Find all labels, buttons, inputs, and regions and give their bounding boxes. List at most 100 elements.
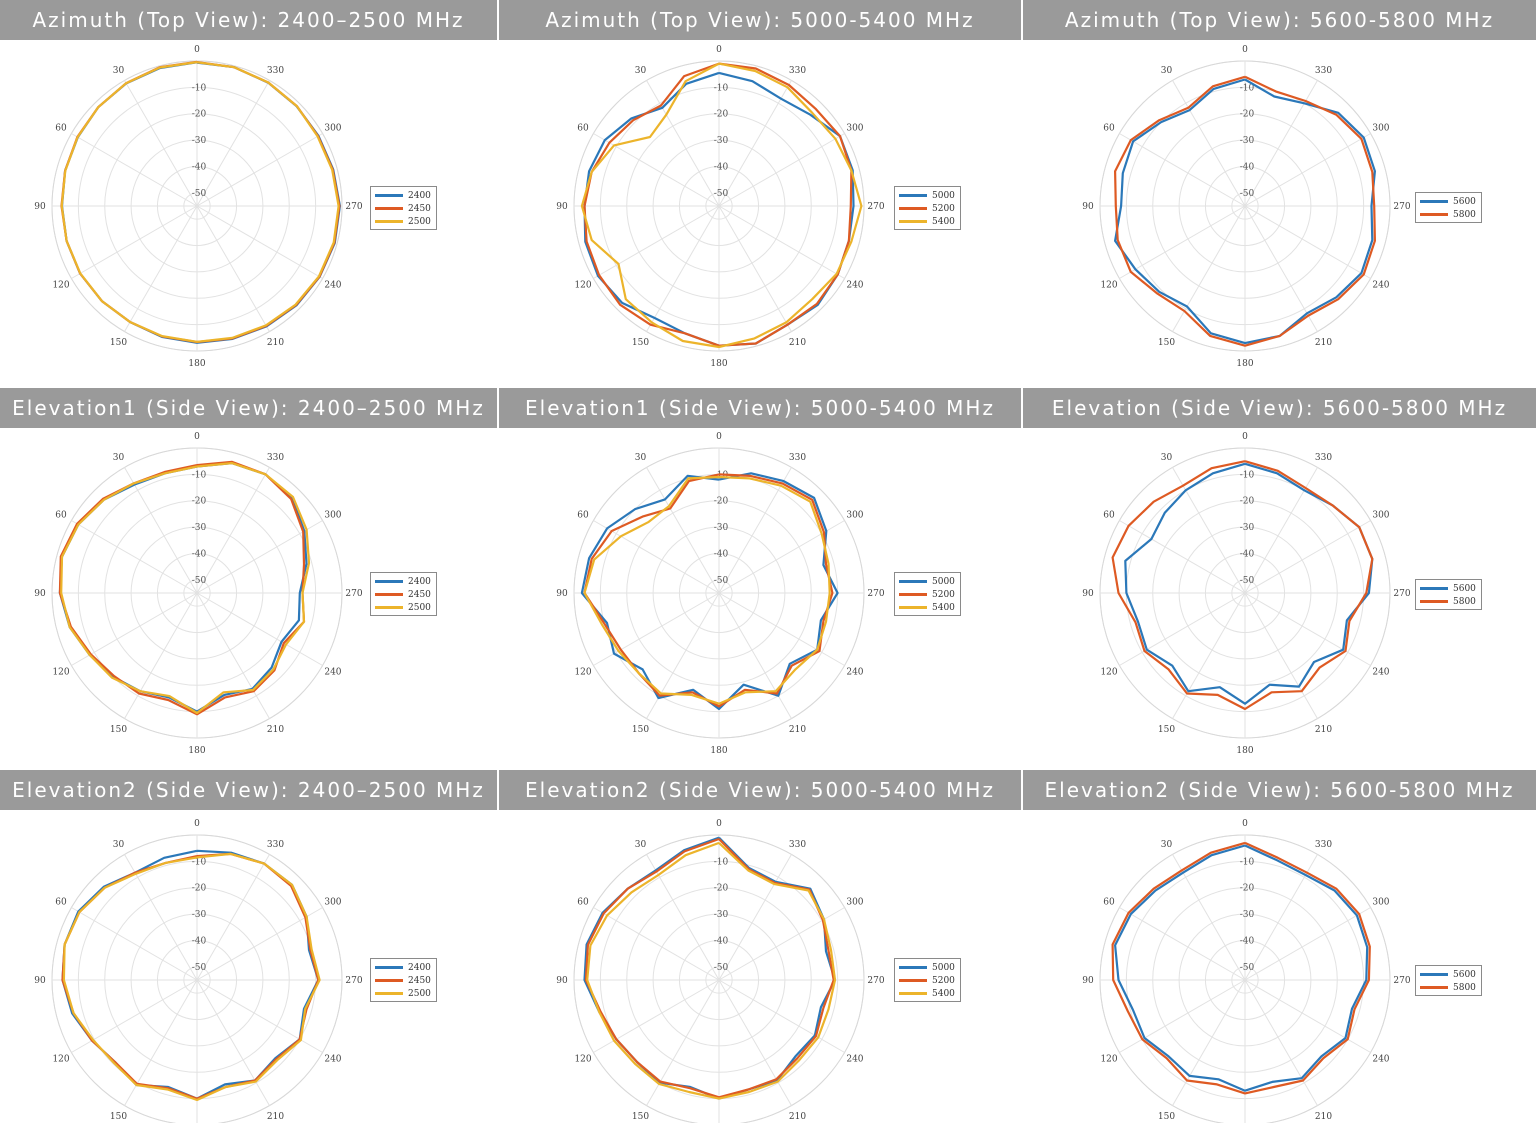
grid-spoke	[71, 592, 198, 666]
radial-tick-label: -50	[714, 963, 729, 973]
angle-tick-label: 0	[1242, 432, 1248, 442]
angle-tick-label: 90	[556, 976, 568, 986]
angle-tick-label: 90	[1082, 589, 1094, 599]
grid-spoke	[1244, 133, 1371, 207]
grid-spoke	[196, 467, 270, 594]
polar-grid	[1099, 447, 1391, 739]
panel-title: Elevation2 (Side View): 5600-5800 MHz	[1023, 770, 1536, 810]
polar-grid	[573, 447, 865, 739]
grid-spoke	[1172, 979, 1246, 1106]
angle-tick-label: 210	[789, 1112, 806, 1122]
legend-label: 5400	[932, 988, 955, 999]
angle-tick-label: 30	[1161, 66, 1173, 76]
grid-spoke	[1172, 854, 1246, 981]
radial-tick-label: -40	[192, 162, 207, 172]
radial-tick-label: -20	[714, 884, 729, 894]
angle-tick-label: 240	[1372, 1055, 1389, 1065]
legend: 5000 5200 5400	[894, 186, 961, 230]
grid-spoke	[1244, 907, 1371, 981]
angle-tick-label: 60	[1103, 124, 1115, 134]
legend-label: 5000	[932, 576, 955, 587]
angle-tick-label: 210	[789, 338, 806, 348]
angle-tick-label: 120	[574, 668, 591, 678]
radial-tick-label: -30	[714, 523, 729, 533]
legend-label: 5400	[932, 602, 955, 613]
series-line-5800	[1111, 460, 1374, 711]
grid-spoke	[718, 979, 792, 1106]
polar-grid	[1099, 60, 1391, 352]
angle-tick-label: 300	[846, 898, 863, 908]
radial-tick-label: -30	[1240, 136, 1255, 146]
radial-tick-label: -20	[192, 497, 207, 507]
grid-spoke	[1244, 205, 1371, 279]
legend-entry: 5000	[899, 575, 955, 588]
angle-tick-label: 120	[1100, 1055, 1117, 1065]
legend-label: 2500	[408, 602, 431, 613]
series-line-5200	[584, 837, 835, 1099]
angle-tick-label: 300	[324, 124, 341, 134]
angle-tick-label: 120	[52, 281, 69, 291]
angle-tick-label: 0	[194, 819, 200, 829]
grid-spoke	[593, 592, 720, 666]
panel-azimuth-2400: Azimuth (Top View): 2400–2500 MHz 0 330 30…	[0, 0, 497, 386]
series-line-5000	[580, 472, 839, 711]
angle-tick-label: 150	[110, 1112, 127, 1122]
legend-swatch	[1420, 973, 1448, 976]
angle-tick-label: 90	[1082, 202, 1094, 212]
angle-tick-label: 150	[110, 338, 127, 348]
grid-spoke	[1244, 979, 1318, 1106]
angle-tick-label: 0	[716, 819, 722, 829]
legend-swatch	[1420, 587, 1448, 590]
angle-tick-label: 300	[846, 124, 863, 134]
angle-tick-label: 210	[1315, 725, 1332, 735]
radial-tick-label: -40	[714, 936, 729, 946]
angle-tick-label: 300	[1372, 124, 1389, 134]
polar-grid	[573, 834, 865, 1123]
grid-spoke	[71, 133, 198, 207]
grid-spoke	[1119, 133, 1246, 207]
legend-label: 5600	[1453, 196, 1476, 207]
legend-entry: 5600	[1420, 195, 1476, 208]
angle-tick-label: 330	[1315, 66, 1332, 76]
angle-tick-label: 240	[846, 668, 863, 678]
legend-swatch	[375, 606, 403, 609]
angle-tick-label: 240	[324, 1055, 341, 1065]
angle-tick-label: 270	[1393, 589, 1410, 599]
radial-tick-label: -10	[714, 83, 729, 93]
angle-tick-label: 90	[34, 589, 46, 599]
angle-tick-label: 210	[1315, 338, 1332, 348]
polar-grid	[1099, 834, 1391, 1123]
radial-tick-label: -50	[1240, 963, 1255, 973]
radial-tick-label: -30	[192, 910, 207, 920]
series-line-5200	[583, 473, 834, 708]
legend: 5000 5200 5400	[894, 572, 961, 616]
angle-tick-label: 60	[1103, 898, 1115, 908]
angle-tick-label: 330	[789, 453, 806, 463]
angle-tick-label: 30	[635, 66, 647, 76]
angle-tick-label: 90	[34, 976, 46, 986]
angle-tick-label: 150	[1158, 725, 1175, 735]
legend-entry: 2500	[375, 987, 431, 1000]
radial-tick-label: -10	[192, 83, 207, 93]
angle-tick-label: 270	[1393, 976, 1410, 986]
legend-entry: 5400	[899, 987, 955, 1000]
radial-tick-label: -50	[192, 189, 207, 199]
legend-label: 5800	[1453, 982, 1476, 993]
radial-tick-label: -30	[1240, 910, 1255, 920]
legend-swatch	[375, 979, 403, 982]
grid-spoke	[1244, 467, 1318, 594]
radial-tick-label: -50	[1240, 576, 1255, 586]
angle-tick-label: 300	[324, 898, 341, 908]
angle-tick-label: 210	[267, 725, 284, 735]
grid-spoke	[124, 80, 198, 207]
legend-entry: 2450	[375, 588, 431, 601]
radial-tick-label: -40	[714, 549, 729, 559]
grid-spoke	[196, 854, 270, 981]
angle-tick-label: 270	[345, 976, 362, 986]
panel-elevation2-5600: Elevation2 (Side View): 5600-5800 MHz 0 3…	[1023, 770, 1536, 1123]
legend-label: 5000	[932, 962, 955, 973]
panel-azimuth-5000: Azimuth (Top View): 5000-5400 MHz 0 330 30…	[499, 0, 1021, 386]
grid-spoke	[196, 907, 323, 981]
angle-tick-label: 180	[710, 746, 727, 756]
polar-chart: 0 330 300 270 240 210 180 150 120 90 60 30 -10 -20 -30…	[34, 45, 363, 369]
